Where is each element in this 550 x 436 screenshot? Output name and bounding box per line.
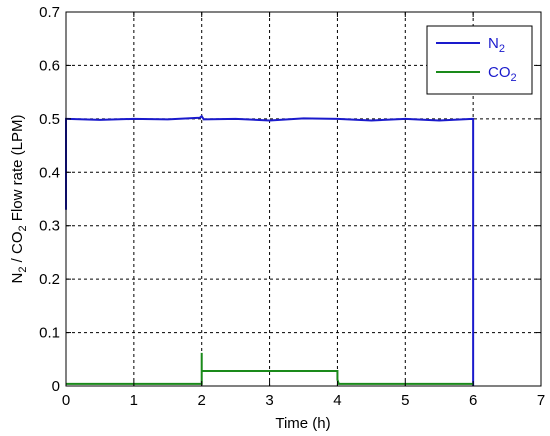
legend: N2 CO2 bbox=[426, 25, 533, 95]
x-tick-label: 3 bbox=[265, 392, 273, 409]
tick-marks bbox=[65, 11, 542, 387]
y-tick-labels: 0 0.1 0.2 0.3 0.4 0.5 0.6 0.7 bbox=[39, 4, 60, 395]
y-tick-label: 0.7 bbox=[39, 4, 60, 21]
y-axis-label-part: N bbox=[9, 273, 26, 284]
plot-frame bbox=[65, 11, 542, 387]
x-tick-label: 0 bbox=[62, 392, 70, 409]
x-axis-label: Time (h) bbox=[275, 415, 330, 432]
series-line-n2 bbox=[65, 114, 475, 386]
x-tick-label: 2 bbox=[198, 392, 206, 409]
y-tick-label: 0 bbox=[52, 378, 60, 395]
x-tick-label: 1 bbox=[130, 392, 138, 409]
x-tick-label: 6 bbox=[469, 392, 477, 409]
legend-label-n2-subscript: 2 bbox=[499, 43, 505, 55]
x-tick-label: 7 bbox=[537, 392, 545, 409]
y-axis-label-part: Flow rate (LPM) bbox=[9, 115, 26, 226]
legend-box bbox=[426, 25, 533, 95]
x-tick-labels: 0 1 2 3 4 5 6 7 bbox=[62, 392, 545, 409]
legend-label-n2-main: N bbox=[488, 35, 499, 52]
y-tick-label: 0.6 bbox=[39, 57, 60, 74]
y-tick-label: 0.3 bbox=[39, 218, 60, 235]
y-axis-label: N2 / CO2 Flow rate (LPM) bbox=[9, 115, 29, 284]
y-tick-label: 0.5 bbox=[39, 111, 60, 128]
y-tick-label: 0.2 bbox=[39, 271, 60, 288]
x-tick-label: 4 bbox=[333, 392, 341, 409]
y-tick-label: 0.1 bbox=[39, 325, 60, 342]
y-tick-label: 0.4 bbox=[39, 164, 60, 181]
legend-label-co2: CO2 bbox=[488, 64, 517, 84]
legend-label-co2-subscript: 2 bbox=[511, 72, 517, 84]
y-axis-label-subscript: 2 bbox=[17, 225, 29, 231]
x-tick-label: 5 bbox=[401, 392, 409, 409]
legend-label-co2-main: CO bbox=[488, 64, 511, 81]
y-axis-label-subscript: 2 bbox=[17, 267, 29, 273]
y-axis-label-part: / CO bbox=[9, 232, 26, 267]
legend-label-n2: N2 bbox=[488, 35, 505, 55]
